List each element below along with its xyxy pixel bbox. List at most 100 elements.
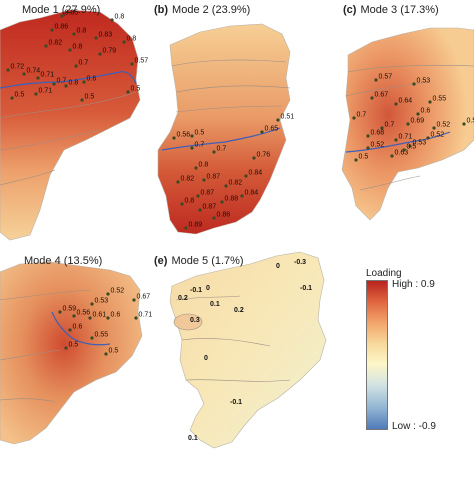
station-value-label: 0.59: [63, 306, 77, 313]
station-value-label: 0.71: [41, 72, 55, 79]
station-dot: [184, 226, 187, 229]
station-value-label: 0.8: [77, 28, 87, 35]
contour-label: 0: [276, 263, 280, 270]
station-dot: [90, 336, 93, 339]
station-value-label: 0.71: [39, 88, 53, 95]
station-dot: [52, 82, 55, 85]
legend-title: Loading: [366, 268, 402, 279]
station-value-label: 0.5: [69, 342, 79, 349]
station-dot: [416, 112, 419, 115]
station-dot: [94, 36, 97, 39]
station-dot: [132, 298, 135, 301]
panel-a-map: 0.850.80.860.80.830.80.820.80.790.70.720…: [0, 10, 148, 241]
station-dot: [6, 68, 9, 71]
station-value-label: 0.89: [189, 222, 203, 229]
station-dot: [172, 136, 175, 139]
contour-label: 0.3: [190, 317, 200, 324]
station-dot: [180, 202, 183, 205]
station-value-label: 0.68: [371, 130, 385, 137]
station-dot: [374, 78, 377, 81]
station-value-label: 0.56: [177, 132, 191, 139]
station-dot: [190, 134, 193, 137]
station-value-label: 0.86: [217, 212, 231, 219]
station-value-label: 0.82: [181, 176, 195, 183]
station-value-label: 0.8: [69, 80, 79, 87]
station-value-label: 0.79: [103, 48, 117, 55]
station-dot: [212, 216, 215, 219]
station-value-label: 0.54: [467, 118, 474, 125]
station-value-label: 0.53: [95, 298, 109, 305]
station-value-label: 0.7: [57, 78, 67, 85]
station-value-label: 0.84: [245, 190, 259, 197]
panel-e-region: [170, 252, 326, 448]
panel-a-title: Mode 1 (27.9%): [18, 4, 100, 16]
station-dot: [406, 122, 409, 125]
station-value-label: 0.57: [135, 58, 149, 65]
station-value-label: 0.87: [207, 174, 221, 181]
station-value-label: 0.8: [73, 44, 83, 51]
station-dot: [462, 122, 465, 125]
station-value-label: 0.61: [93, 312, 107, 319]
station-dot: [74, 64, 77, 67]
station-dot: [68, 328, 71, 331]
station-dot: [50, 28, 53, 31]
station-dot: [224, 184, 227, 187]
station-value-label: 0.65: [265, 126, 279, 133]
station-value-label: 0.84: [249, 170, 263, 177]
station-dot: [44, 44, 47, 47]
station-dot: [252, 156, 255, 159]
contour-label: 0: [206, 285, 210, 292]
legend-color-bar: [366, 280, 388, 430]
station-dot: [220, 200, 223, 203]
station-value-label: 0.5: [131, 86, 141, 93]
station-dot: [58, 310, 61, 313]
station-dot: [90, 302, 93, 305]
station-dot: [190, 146, 193, 149]
station-dot: [134, 316, 137, 319]
station-value-label: 0.69: [411, 118, 425, 125]
station-value-label: 0.82: [49, 40, 63, 47]
contour-label: 0.2: [178, 295, 188, 302]
station-dot: [212, 150, 215, 153]
contour-label: 0.2: [234, 307, 244, 314]
panel-c-map: 0.570.530.670.640.550.60.70.520.70.690.5…: [342, 28, 474, 220]
station-value-label: 0.55: [433, 96, 447, 103]
station-value-label: 0.56: [77, 310, 91, 317]
station-dot: [22, 72, 25, 75]
contour-label: -0.1: [190, 287, 202, 294]
station-dot: [10, 96, 13, 99]
station-value-label: 0.82: [229, 180, 243, 187]
station-dot: [64, 84, 67, 87]
station-value-label: 0.7: [385, 122, 395, 129]
station-dot: [110, 18, 113, 21]
station-dot: [366, 134, 369, 137]
station-value-label: 0.5: [407, 144, 417, 151]
station-dot: [426, 136, 429, 139]
contour-label: 0.1: [210, 301, 220, 308]
station-value-label: 0.55: [95, 332, 109, 339]
station-value-label: 0.6: [87, 76, 97, 83]
station-dot: [82, 80, 85, 83]
legend-high-label: High : 0.9: [392, 279, 435, 290]
station-dot: [88, 316, 91, 319]
station-dot: [176, 180, 179, 183]
contour-label: -0.1: [300, 285, 312, 292]
station-value-label: 0.74: [27, 68, 41, 75]
station-dot: [260, 130, 263, 133]
station-dot: [122, 40, 125, 43]
station-value-label: 0.86: [55, 24, 69, 31]
station-dot: [80, 98, 83, 101]
station-value-label: 0.67: [137, 294, 151, 301]
station-value-label: 0.5: [195, 130, 205, 137]
station-dot: [394, 102, 397, 105]
station-dot: [126, 90, 129, 93]
station-value-label: 0.6: [111, 312, 121, 319]
station-value-label: 0.5: [359, 154, 369, 161]
station-dot: [412, 82, 415, 85]
station-dot: [202, 178, 205, 181]
station-dot: [104, 352, 107, 355]
